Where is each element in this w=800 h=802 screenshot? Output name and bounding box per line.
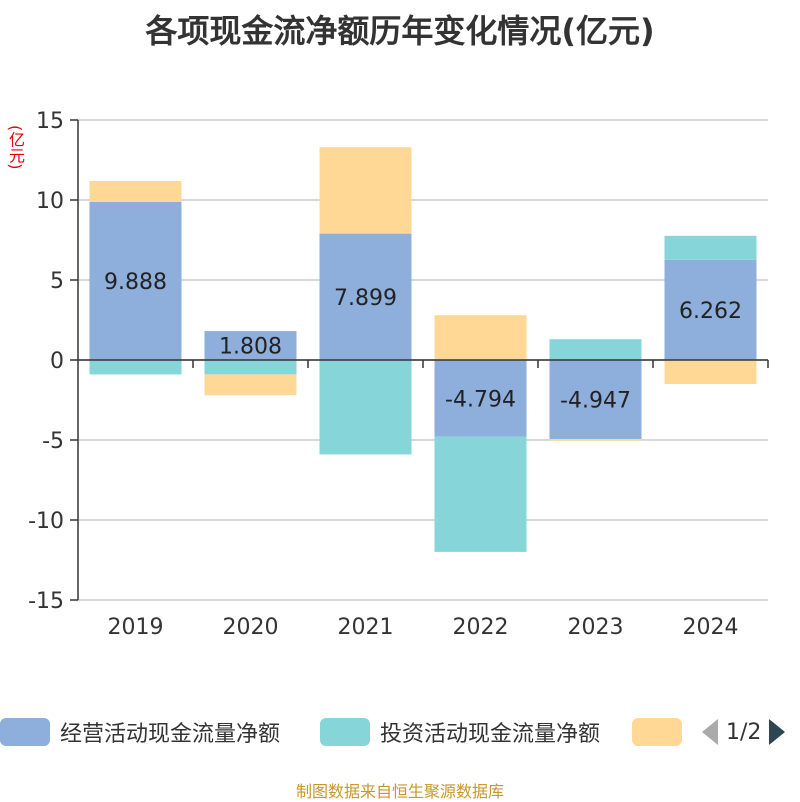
legend-item-investing[interactable]: 投资活动现金流量净额	[320, 712, 600, 752]
legend-pager: 1/2	[700, 712, 800, 752]
legend-page-indicator: 1/2	[726, 719, 762, 745]
bar-2023-series-1[interactable]	[549, 339, 642, 360]
y-tick-label: 0	[50, 349, 64, 374]
legend-swatch-financing	[632, 718, 682, 746]
bar-2021-series-1[interactable]	[319, 360, 412, 455]
chevron-right-icon[interactable]	[767, 717, 787, 747]
bar-2019-series-2[interactable]	[89, 180, 182, 202]
bar-2021-series-0[interactable]	[319, 233, 412, 360]
legend-label-operating: 经营活动现金流量净额	[60, 722, 281, 747]
legend-label-investing: 投资活动现金流量净额	[380, 722, 601, 747]
bar-2022-series-0[interactable]	[434, 360, 527, 437]
chart-title: 各项现金流净额历年变化情况(亿元)	[145, 12, 655, 50]
bar-chart: 15 10 5 0 -5 -10 -15 9.888 2019 1.808 2020 7.899 202…	[28, 109, 769, 640]
bar-2024-series-2[interactable]	[664, 360, 757, 384]
x-tick-label-2023: 2023	[568, 615, 624, 640]
bar-2019-series-0[interactable]	[89, 201, 182, 360]
x-tick-label-2020: 2020	[223, 615, 279, 640]
data-label-2024: 6.262	[679, 299, 742, 324]
bar-2022-series-2[interactable]	[434, 315, 527, 360]
data-source-note: 制图数据来自恒生聚源数据库	[295, 782, 504, 801]
bar-2023-series-0[interactable]	[549, 360, 642, 440]
labels: 15 10 5 0 -5 -10 -15 9.888 2019 1.808 2020 7.899 202…	[28, 109, 742, 640]
legend-item-operating[interactable]: 经营活动现金流量净额	[0, 712, 280, 752]
bar-2023-series-2[interactable]	[549, 439, 642, 441]
y-tick-label: -10	[28, 509, 64, 534]
bar-2020-series-2[interactable]	[204, 374, 297, 396]
x-tick-label-2019: 2019	[108, 615, 164, 640]
bars	[89, 147, 757, 552]
y-tick-label: -5	[42, 429, 64, 454]
axes	[70, 119, 769, 601]
y-tick-label: -15	[28, 589, 64, 614]
x-tick-label-2022: 2022	[453, 615, 509, 640]
legend: 经营活动现金流量净额 投资活动现金流量净额	[0, 712, 800, 762]
x-tick-label-2024: 2024	[683, 615, 739, 640]
bar-2020-series-0[interactable]	[204, 331, 297, 360]
bar-2024-series-1[interactable]	[664, 235, 757, 260]
legend-swatch-investing	[320, 718, 370, 746]
bar-2021-series-2[interactable]	[319, 147, 412, 234]
y-tick-label: 5	[50, 269, 64, 294]
y-tick-label: 10	[36, 189, 64, 214]
y-axis-unit-label: (亿元)	[6, 125, 25, 170]
legend-item-financing[interactable]	[632, 712, 692, 752]
data-label-2021: 7.899	[334, 286, 397, 311]
y-tick-label: 15	[36, 109, 64, 134]
chevron-left-icon[interactable]	[700, 717, 720, 747]
legend-swatch-operating	[0, 718, 50, 746]
data-label-2022: -4.794	[445, 387, 516, 412]
bar-2024-series-0[interactable]	[664, 259, 757, 360]
data-label-2019: 9.888	[104, 270, 167, 295]
bar-2020-series-1[interactable]	[204, 360, 297, 375]
bar-2019-series-1[interactable]	[89, 360, 182, 375]
data-label-2020: 1.808	[219, 335, 282, 360]
data-label-2023: -4.947	[560, 389, 631, 414]
bar-2022-series-1[interactable]	[434, 436, 527, 552]
x-tick-label-2021: 2021	[338, 615, 394, 640]
